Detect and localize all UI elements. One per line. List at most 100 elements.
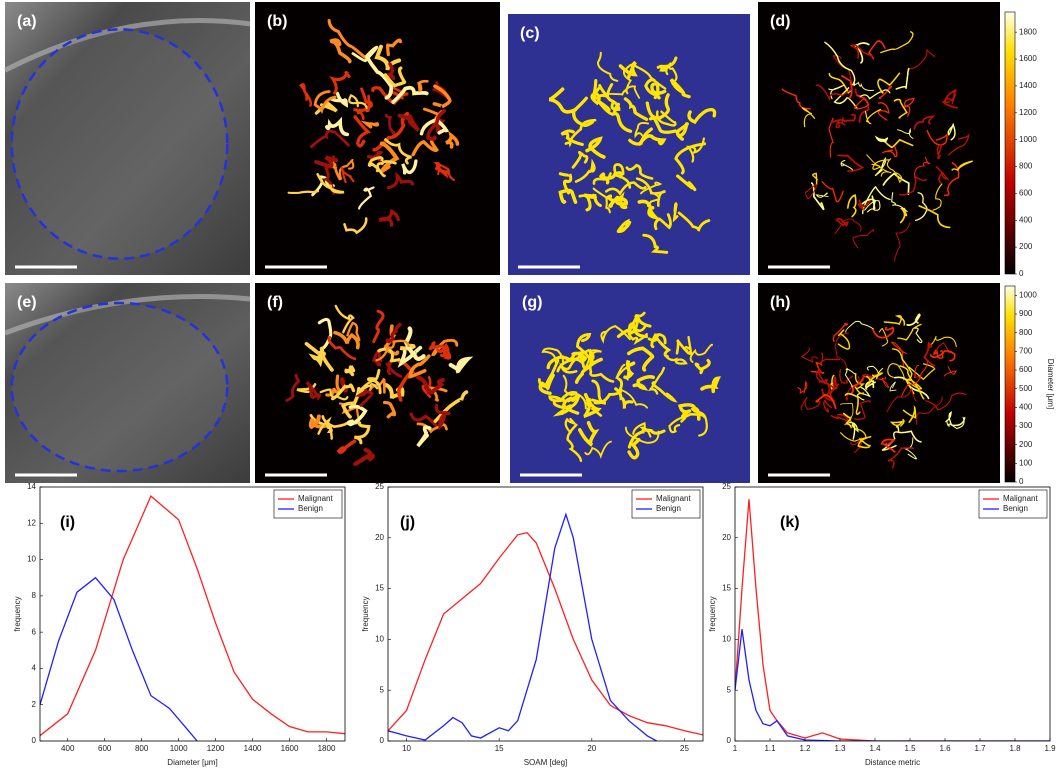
vessel <box>348 94 369 113</box>
vessel <box>914 327 923 344</box>
vessel <box>385 322 402 345</box>
vessel <box>914 156 931 179</box>
vessel <box>372 111 410 152</box>
colorbar <box>1004 285 1016 483</box>
chart-label: (k) <box>780 514 800 531</box>
vessel <box>409 412 438 427</box>
vessel <box>866 372 883 386</box>
x-tick-label: 20 <box>587 744 596 753</box>
vessel <box>880 31 914 54</box>
plot-area <box>735 487 1050 741</box>
x-tick-label: 25 <box>680 744 689 753</box>
colorbar-tick-label: 600 <box>1019 365 1033 374</box>
vessel <box>333 330 360 350</box>
vessel <box>861 195 877 210</box>
vessel <box>564 118 597 148</box>
colorbar-tick-label: 700 <box>1019 346 1033 355</box>
panel-label: (e) <box>17 294 37 311</box>
vessel <box>572 96 594 128</box>
vessel <box>902 405 917 423</box>
vessel <box>819 352 841 366</box>
vessel <box>325 374 343 397</box>
vessel <box>314 155 339 169</box>
vessel <box>338 158 355 180</box>
vessel <box>913 365 922 379</box>
vessel <box>353 447 375 467</box>
x-tick-label: 1.1 <box>764 744 776 753</box>
vessel <box>558 172 573 195</box>
vessel <box>618 389 649 409</box>
vessel <box>805 183 818 200</box>
vessel <box>669 78 691 99</box>
vessel <box>593 377 624 405</box>
vessel <box>642 233 669 254</box>
colorbar-tick-label: 500 <box>1019 384 1033 393</box>
colorbar-tick-label: 400 <box>1019 215 1033 224</box>
vessel <box>353 421 371 445</box>
vessel <box>604 181 647 196</box>
vessel <box>828 84 844 100</box>
legend-box <box>273 489 343 519</box>
colorbar-label: Diameter [μm] <box>1046 359 1055 409</box>
vessel <box>866 154 892 177</box>
vessel <box>871 159 890 170</box>
vessel <box>897 127 914 139</box>
vessel <box>416 375 445 395</box>
vessel <box>664 354 688 365</box>
y-tick-label: 12 <box>27 518 36 527</box>
y-axis-label: frequency <box>361 596 370 631</box>
vessel <box>343 217 368 235</box>
vessel <box>947 123 956 141</box>
colorbar-tick-label: 300 <box>1019 421 1033 430</box>
vessel <box>344 365 356 377</box>
vessel <box>448 356 474 374</box>
vessel <box>365 55 394 100</box>
vessel <box>844 368 856 388</box>
x-tick-label: 1400 <box>244 744 262 753</box>
vessel <box>299 83 313 107</box>
x-tick-label: 1.2 <box>799 744 811 753</box>
x-tick-label: 1.4 <box>869 744 881 753</box>
panel-label: (g) <box>522 294 542 311</box>
y-tick-label: 15 <box>375 584 384 593</box>
vessel <box>824 378 840 395</box>
vessel <box>329 38 352 64</box>
vessel <box>923 341 936 367</box>
image-panel <box>758 283 1000 483</box>
vessel <box>571 350 588 363</box>
vessel <box>625 163 654 180</box>
vessel <box>655 110 677 127</box>
vessel <box>821 181 844 203</box>
vessel <box>574 357 603 384</box>
vessel <box>330 383 356 401</box>
vessel <box>598 83 621 111</box>
vessel <box>840 160 853 171</box>
vessel <box>887 447 915 469</box>
colorbar-tick-label: 1200 <box>1019 108 1037 117</box>
vessel <box>317 317 333 351</box>
vessel <box>560 129 584 147</box>
vessel <box>895 425 922 443</box>
vessel <box>872 326 895 339</box>
vessel <box>883 315 906 326</box>
vessel <box>936 143 943 159</box>
legend-box <box>978 489 1048 519</box>
vessel <box>358 186 375 210</box>
x-axis-label: Distance metric <box>865 758 920 767</box>
colorbar-tick-label: 0 <box>1019 477 1024 486</box>
vessel <box>367 156 384 173</box>
image-panel <box>508 14 750 275</box>
vessel <box>403 326 426 361</box>
vessel <box>632 374 655 391</box>
x-tick-label: 1800 <box>318 744 336 753</box>
vessel <box>628 127 653 146</box>
colorbar-tick-label: 100 <box>1019 458 1033 467</box>
image-panel <box>5 2 250 275</box>
y-tick-label: 25 <box>375 482 384 491</box>
vessel <box>634 122 650 139</box>
vessel <box>947 132 970 156</box>
vessel <box>317 416 334 440</box>
vessel <box>815 368 826 385</box>
vessel <box>376 160 397 178</box>
